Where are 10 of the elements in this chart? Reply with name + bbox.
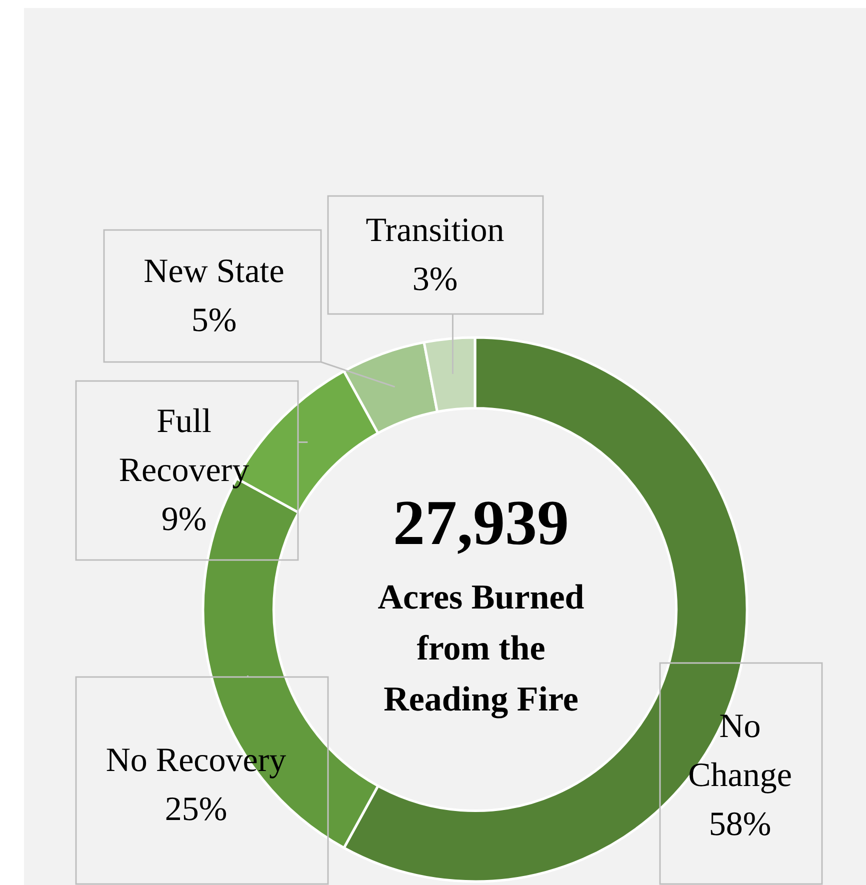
slice-label: No Change (688, 708, 792, 794)
data-label: 5% (191, 302, 237, 339)
data-label: 58% (708, 806, 772, 843)
data-label: 3% (412, 260, 458, 298)
text: Acres Burned from the Reading Fire (378, 578, 585, 719)
text: 27,939 (393, 487, 569, 558)
data-label: 9% (161, 500, 207, 538)
data-label: 25% (164, 790, 228, 828)
slice-label: Transition (366, 212, 504, 249)
slice-label: New State (144, 252, 284, 290)
